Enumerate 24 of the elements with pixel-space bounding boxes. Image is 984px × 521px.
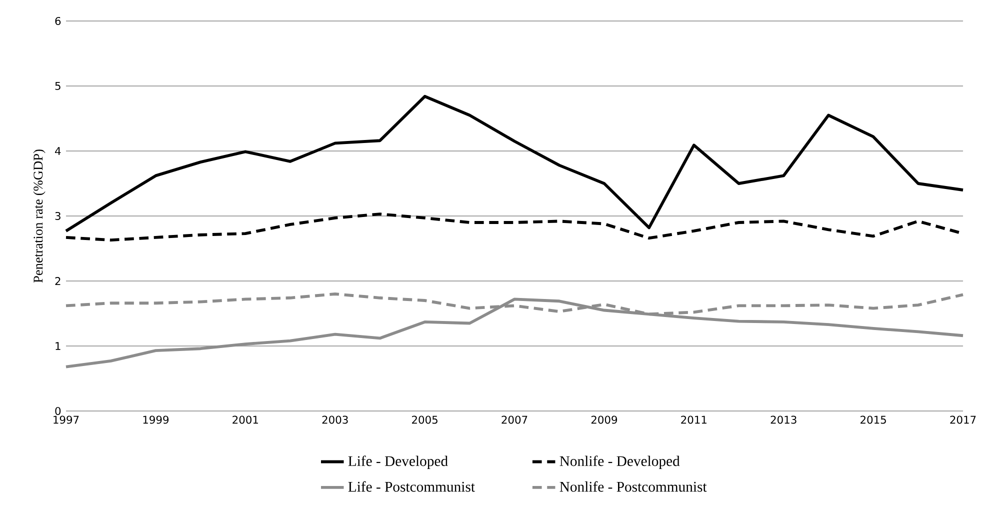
- legend-label: Life - Developed: [348, 456, 448, 470]
- x-tick-label: 2013: [770, 416, 796, 424]
- line-series: [64, 94, 964, 232]
- legend-label: Nonlife - Developed: [560, 456, 680, 470]
- y-tick-label: 2: [55, 277, 60, 285]
- y-axis-title: Penetration rate (%GDP): [33, 150, 46, 283]
- y-tick-label: 0: [55, 406, 61, 416]
- x-tick-label: 1999: [143, 416, 169, 424]
- y-tick-label: 4: [55, 147, 61, 155]
- x-tick-label: 2007: [502, 416, 528, 424]
- y-tick-label: 6: [55, 16, 61, 26]
- legend-label: Nonlife - Postcommunist: [560, 481, 707, 492]
- y-tick-label: 3: [55, 212, 60, 220]
- x-tick-label: 2005: [412, 416, 438, 424]
- legend-label: Life - Postcommunist: [348, 481, 475, 492]
- x-tick-label: 2003: [322, 416, 348, 424]
- y-tick-label: 5: [55, 82, 60, 90]
- x-tick-label: 1997: [54, 416, 79, 424]
- x-tick-label: 2009: [591, 416, 618, 424]
- x-tick-label: 2011: [681, 416, 706, 424]
- x-tick-label: 2001: [232, 416, 258, 424]
- y-tick-label: 1: [56, 342, 60, 350]
- x-tick-label: 2017: [950, 416, 976, 424]
- x-tick-label: 2015: [860, 416, 886, 424]
